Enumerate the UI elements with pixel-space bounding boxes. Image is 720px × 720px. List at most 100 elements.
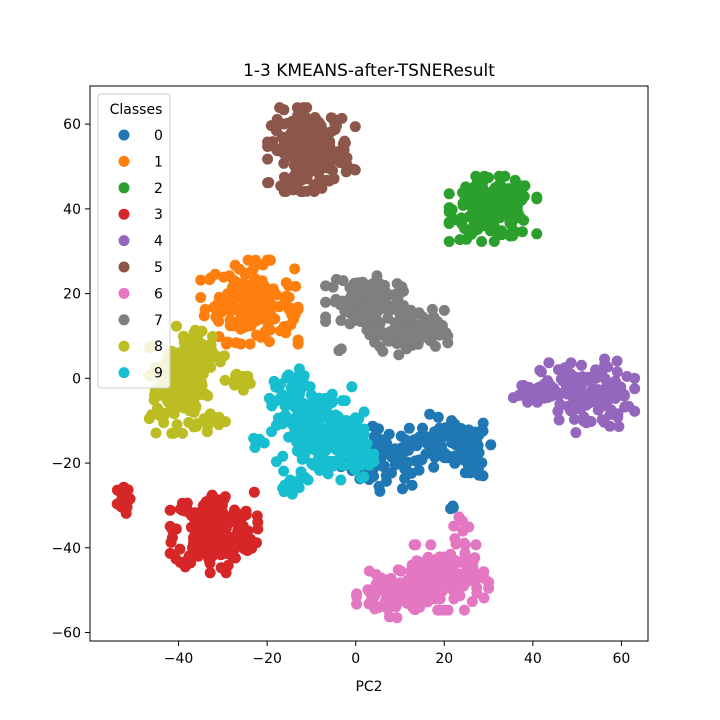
scatter-point-class-2 [443, 236, 455, 247]
scatter-point-class-7 [440, 327, 452, 339]
scatter-point-class-6 [456, 515, 468, 527]
scatter-point-class-4 [598, 416, 610, 428]
scatter-point-class-7 [387, 303, 399, 315]
legend-marker-class-8 [118, 340, 130, 352]
scatter-point-class-4 [613, 421, 625, 432]
legend-marker-class-3 [118, 208, 130, 220]
scatter-point-class-0 [417, 422, 428, 434]
scatter-point-class-2 [461, 233, 472, 245]
scatter-point-class-1 [199, 303, 211, 315]
legend-marker-class-0 [118, 129, 130, 141]
scatter-point-class-6 [473, 569, 485, 581]
scatter-point-class-7 [335, 315, 347, 326]
scatter-point-class-4 [581, 417, 592, 429]
legend-marker-class-5 [118, 261, 130, 273]
scatter-point-class-3 [164, 504, 176, 516]
scatter-point-class-5 [349, 121, 361, 133]
scatter-point-class-9 [346, 381, 358, 393]
scatter-point-class-8 [230, 369, 242, 381]
scatter-point-class-6 [483, 577, 495, 588]
scatter-point-class-8 [188, 406, 200, 418]
x-tick-label: 40 [524, 651, 542, 667]
scatter-point-class-0 [385, 445, 397, 456]
scatter-point-class-2 [509, 174, 521, 186]
scatter-point-class-6 [423, 561, 435, 572]
scatter-point-class-9 [293, 429, 305, 441]
scatter-point-class-9 [350, 425, 362, 437]
scatter-point-class-2 [531, 191, 543, 203]
scatter-point-class-6 [457, 525, 469, 537]
scatter-point-class-8 [213, 419, 225, 431]
scatter-point-class-5 [297, 132, 308, 144]
scatter-point-class-7 [364, 328, 376, 340]
scatter-point-class-2 [460, 198, 472, 210]
scatter-point-class-6 [363, 565, 375, 577]
scatter-point-class-5 [278, 104, 290, 116]
scatter-point-class-9 [349, 440, 361, 452]
scatter-point-class-5 [307, 144, 319, 156]
legend-marker-class-4 [118, 235, 130, 247]
scatter-point-class-4 [533, 381, 545, 393]
scatter-point-class-4 [629, 383, 641, 395]
scatter-point-class-9 [279, 479, 291, 491]
scatter-point-class-7 [374, 341, 386, 353]
scatter-point-class-8 [197, 368, 209, 380]
scatter-point-class-5 [339, 135, 351, 147]
scatter-point-class-2 [470, 170, 482, 182]
scatter-point-class-7 [364, 309, 376, 321]
scatter-point-class-1 [227, 286, 239, 298]
legend-label-class-4: 4 [154, 234, 163, 250]
scatter-point-class-1 [264, 307, 276, 319]
plot-frame [89, 85, 649, 642]
scatter-point-class-3 [215, 541, 227, 553]
scatter-point-class-8 [166, 427, 178, 439]
scatter-point-class-6 [393, 579, 405, 590]
scatter-point-class-7 [344, 301, 356, 313]
scatter-point-class-5 [329, 114, 340, 126]
scatter-point-class-9 [268, 375, 280, 387]
scatter-point-class-2 [443, 202, 455, 214]
scatter-point-class-0 [450, 450, 462, 462]
scatter-point-class-6 [395, 565, 407, 577]
legend-label-class-9: 9 [154, 366, 163, 382]
scatter-point-class-0 [399, 472, 411, 484]
scatter-point-class-3 [122, 484, 134, 496]
scatter-point-class-6 [351, 590, 363, 602]
scatter-point-class-9 [296, 407, 308, 419]
scatter-point-class-1 [283, 291, 295, 303]
scatter-point-class-5 [341, 152, 353, 164]
scatter-point-class-8 [188, 368, 200, 380]
scatter-point-class-3 [188, 537, 199, 549]
scatter-point-class-5 [278, 137, 290, 149]
scatter-point-class-2 [499, 170, 511, 182]
scatter-point-class-3 [219, 491, 231, 503]
scatter-point-class-5 [312, 165, 324, 177]
scatter-point-class-6 [405, 565, 417, 577]
scatter-point-class-4 [629, 405, 641, 417]
scatter-point-class-5 [271, 121, 282, 133]
y-tick-label: 60 [63, 117, 81, 133]
scatter-point-class-3 [181, 497, 193, 509]
scatter-point-class-6 [466, 555, 478, 567]
scatter-point-class-9 [325, 440, 337, 451]
scatter-point-class-5 [285, 128, 297, 139]
scatter-point-class-1 [255, 331, 267, 343]
scatter-point-class-3 [195, 526, 207, 538]
scatter-point-class-3 [206, 489, 218, 501]
scatter-point-class-7 [354, 288, 366, 300]
scatter-point-class-5 [316, 182, 328, 194]
scatter-point-class-4 [546, 390, 558, 402]
scatter-point-class-5 [321, 127, 333, 139]
scatter-point-class-8 [201, 426, 213, 438]
y-tick-label: 20 [63, 287, 81, 303]
scatter-point-class-8 [176, 367, 187, 378]
x-tick-label: 60 [613, 651, 631, 667]
scatter-point-class-2 [475, 201, 487, 213]
scatter-point-class-4 [517, 382, 529, 394]
legend-label-class-2: 2 [154, 181, 163, 197]
scatter-point-class-4 [562, 387, 574, 399]
scatter-point-class-6 [448, 520, 460, 532]
scatter-point-class-2 [531, 228, 543, 240]
legend-marker-class-7 [118, 314, 130, 326]
scatter-point-class-2 [459, 223, 471, 235]
